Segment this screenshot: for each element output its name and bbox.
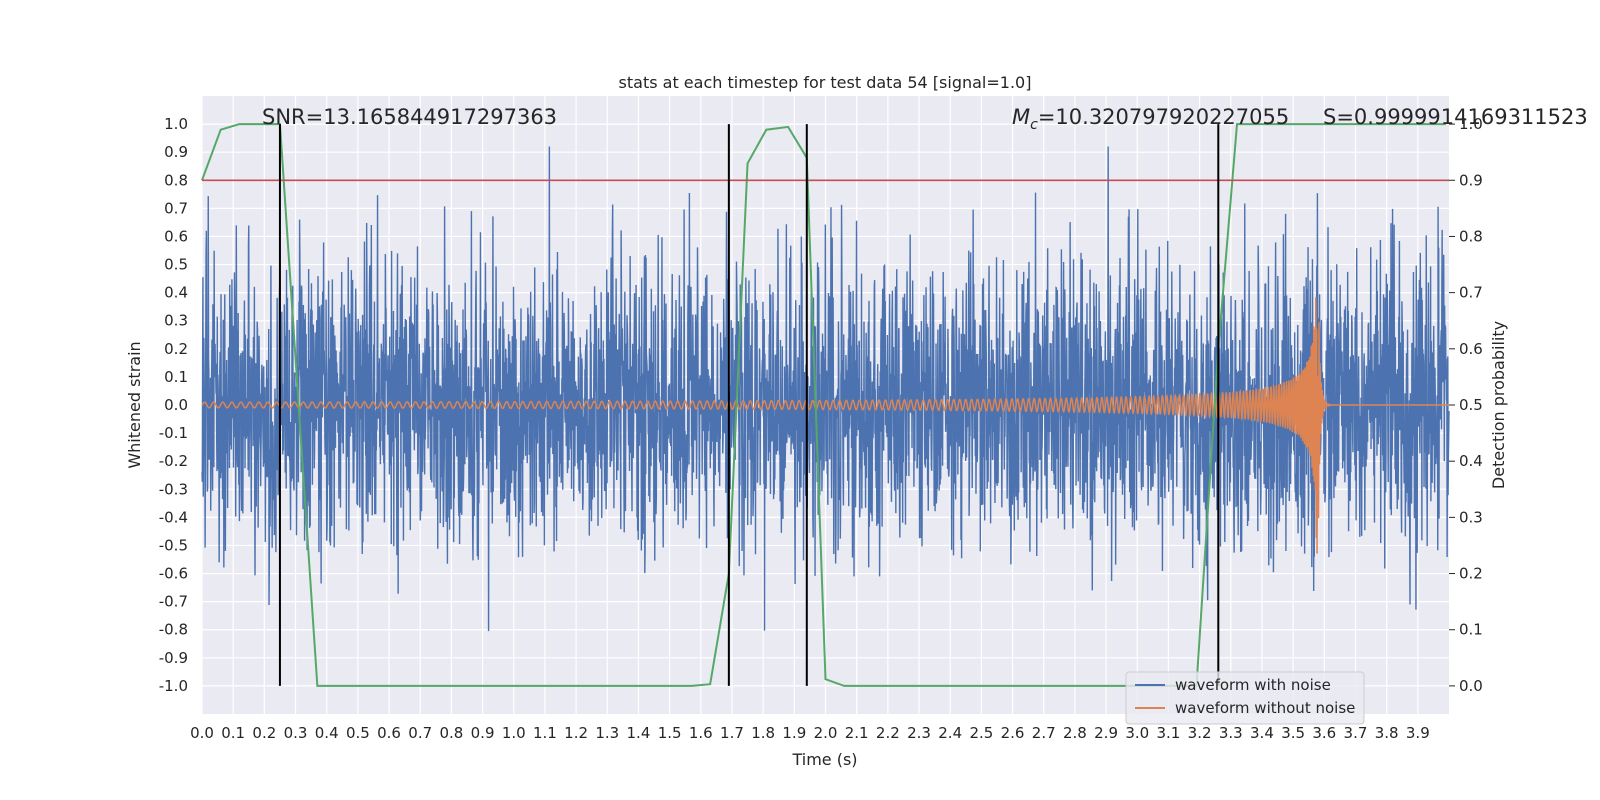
snr-annotation: SNR=13.165844917297363 <box>262 105 557 129</box>
x-tick-label: 2.9 <box>1094 724 1118 742</box>
x-tick-label: 1.2 <box>564 724 588 742</box>
x-tick-label: 0.3 <box>284 724 308 742</box>
x-tick-label: 1.1 <box>533 724 557 742</box>
x-tick-label: 3.3 <box>1219 724 1243 742</box>
x-tick-label: 0.0 <box>190 724 214 742</box>
x-tick-label: 3.0 <box>1125 724 1149 742</box>
y2-axis-ticks: 1.0 0.9 0.8 0.7 0.6 0.5 0.4 0.3 0.2 0.1 0.0 <box>1449 115 1483 695</box>
y2-tick-label: 0.9 <box>1459 171 1483 189</box>
y-tick-label: -0.2 <box>159 452 188 470</box>
y-tick-label: -0.9 <box>159 649 188 667</box>
y-tick-label: -0.7 <box>159 593 188 611</box>
x-tick-label: 0.9 <box>471 724 495 742</box>
y-tick-label: 0.6 <box>164 227 188 245</box>
probability-line <box>201 123 1446 687</box>
x-tick-label: 2.3 <box>907 724 931 742</box>
x-tick-label: 0.7 <box>408 724 432 742</box>
y-tick-label: 0.3 <box>164 312 188 330</box>
y-tick-label: 0.2 <box>164 340 188 358</box>
y2-tick-label: 0.2 <box>1459 565 1483 583</box>
x-tick-label: 2.2 <box>876 724 900 742</box>
y-tick-label: 0.0 <box>164 396 188 414</box>
x-tick-label: 3.5 <box>1281 724 1305 742</box>
chirp-mass-value: =10.320797920227055 <box>1038 105 1289 129</box>
x-tick-label: 0.1 <box>221 724 245 742</box>
s-annotation: S=0.9999914169311523 <box>1323 105 1588 129</box>
legend-label-clean: waveform without noise <box>1175 699 1355 717</box>
x-tick-label: 3.1 <box>1156 724 1180 742</box>
x-tick-label: 3.2 <box>1188 724 1212 742</box>
x-tick-label: 1.7 <box>720 724 744 742</box>
x-tick-label: 3.4 <box>1250 724 1274 742</box>
y-tick-label: 0.7 <box>164 199 188 217</box>
x-tick-label: 0.4 <box>315 724 339 742</box>
chirp-mass-symbol: M <box>1012 105 1030 129</box>
series-waveform-without-noise <box>201 297 1449 554</box>
x-tick-label: 2.1 <box>845 724 869 742</box>
y-tick-label: -1.0 <box>159 677 188 695</box>
y-tick-label: 0.5 <box>164 256 188 274</box>
event-lines <box>278 124 1220 686</box>
y-tick-label: 0.8 <box>164 171 188 189</box>
x-tick-label: 1.0 <box>502 724 526 742</box>
y2-tick-label: 0.5 <box>1459 396 1483 414</box>
y-tick-label: -0.1 <box>159 424 188 442</box>
y2-tick-label: 0.8 <box>1459 227 1483 245</box>
x-tick-label: 0.8 <box>439 724 463 742</box>
y2-tick-label: 0.1 <box>1459 621 1483 639</box>
x-tick-label: 1.5 <box>658 724 682 742</box>
y2-tick-label: 0.0 <box>1459 677 1483 695</box>
legend: waveform with noise waveform without noi… <box>1125 671 1365 725</box>
y-tick-label: 0.1 <box>164 368 188 386</box>
y-tick-label: -0.3 <box>159 480 188 498</box>
chirp-mass-annotation: Mc=10.320797920227055 <box>1012 105 1289 133</box>
x-tick-label: 3.8 <box>1375 724 1399 742</box>
x-axis-ticks: 0.0 0.1 0.2 0.3 0.4 0.5 0.6 0.7 0.8 0.9 1.0 1.1 1.2 1… <box>190 724 1430 742</box>
x-tick-label: 2.8 <box>1063 724 1087 742</box>
clean-waveform-line <box>201 297 1449 554</box>
y-tick-label: 0.9 <box>164 143 188 161</box>
x-tick-label: 3.7 <box>1344 724 1368 742</box>
x-axis-label: Time (s) <box>791 750 857 769</box>
chart-title: stats at each timestep for test data 54 … <box>619 73 1032 92</box>
y-tick-label: -0.5 <box>159 536 188 554</box>
x-tick-label: 1.4 <box>627 724 651 742</box>
series-detection-probability <box>201 123 1446 687</box>
x-tick-label: 2.7 <box>1032 724 1056 742</box>
y-tick-label: 0.4 <box>164 284 188 302</box>
x-tick-label: 0.2 <box>252 724 276 742</box>
y2-tick-label: 0.6 <box>1459 340 1483 358</box>
y-tick-label: -0.4 <box>159 508 188 526</box>
x-tick-label: 0.5 <box>346 724 370 742</box>
y2-tick-label: 0.4 <box>1459 452 1483 470</box>
y2-tick-label: 1.0 <box>1459 115 1483 133</box>
y2-tick-label: 0.7 <box>1459 284 1483 302</box>
x-tick-label: 2.5 <box>969 724 993 742</box>
y2-tick-label: 0.3 <box>1459 508 1483 526</box>
x-tick-label: 1.9 <box>782 724 806 742</box>
x-tick-label: 2.4 <box>938 724 962 742</box>
x-tick-label: 1.8 <box>751 724 775 742</box>
y-tick-label: 1.0 <box>164 115 188 133</box>
x-tick-label: 1.3 <box>595 724 619 742</box>
x-tick-label: 3.9 <box>1406 724 1430 742</box>
x-tick-label: 0.6 <box>377 724 401 742</box>
y-axis-label: Whitened strain <box>125 341 144 468</box>
chirp-mass-subscript: c <box>1030 117 1038 133</box>
x-tick-label: 3.6 <box>1312 724 1336 742</box>
y-axis-ticks: 1.0 0.9 0.8 0.7 0.6 0.5 0.4 0.3 0.2 0.1 0.0 -0.1 -0.… <box>159 115 188 695</box>
x-tick-label: 2.6 <box>1001 724 1025 742</box>
x-tick-label: 1.6 <box>689 724 713 742</box>
y-tick-label: -0.8 <box>159 621 188 639</box>
legend-label-noise: waveform with noise <box>1175 676 1331 694</box>
legend-box <box>1125 671 1365 725</box>
x-tick-label: 2.0 <box>814 724 838 742</box>
y-tick-label: -0.6 <box>159 565 188 583</box>
y2-axis-label: Detection probability <box>1489 321 1508 489</box>
